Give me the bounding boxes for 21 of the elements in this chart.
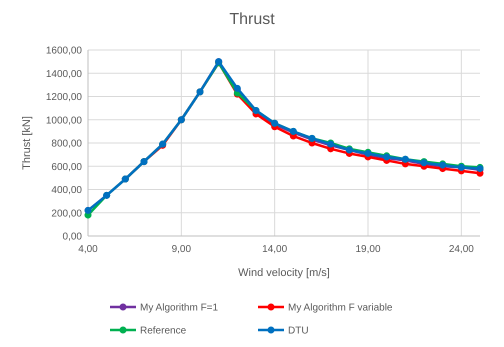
y-tick-label: 400,00 xyxy=(51,185,82,196)
x-tick-label: 19,00 xyxy=(355,244,381,255)
y-tick-label: 600,00 xyxy=(51,162,82,173)
y-tick-label: 1400,00 xyxy=(46,68,82,80)
y-axis-title: Thrust [kN] xyxy=(21,116,33,170)
x-tick-label: 9,00 xyxy=(172,244,192,255)
x-axis-title: Wind velocity [m/s] xyxy=(238,267,330,279)
legend-label: My Algorithm F variable xyxy=(288,302,393,314)
y-tick-label: 1000,00 xyxy=(46,115,82,126)
y-tick-label: 200,00 xyxy=(51,208,82,220)
x-tick-label: 4,00 xyxy=(78,244,98,255)
y-tick-label: 800,00 xyxy=(51,138,82,150)
y-tick-label: 1600,00 xyxy=(46,46,82,56)
y-tick-label: 1200,00 xyxy=(46,92,82,103)
x-tick-label: 24,00 xyxy=(448,244,474,255)
x-tick-label: 14,00 xyxy=(262,244,288,255)
y-tick-label: 0,00 xyxy=(62,232,82,242)
legend-label: DTU xyxy=(288,326,309,336)
legend-label: Reference xyxy=(140,326,187,336)
legend-label: My Algorithm F=1 xyxy=(140,302,219,314)
chart-title: Thrust xyxy=(229,11,276,28)
